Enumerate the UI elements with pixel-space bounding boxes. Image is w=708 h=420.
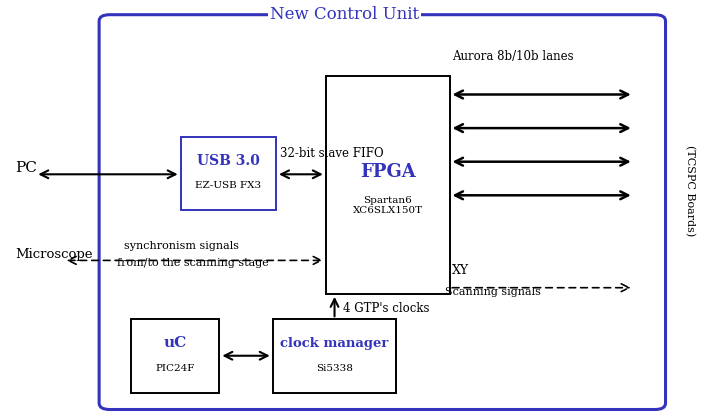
Text: 4 GTP's clocks: 4 GTP's clocks	[343, 302, 430, 315]
FancyBboxPatch shape	[326, 76, 450, 294]
Text: FPGA: FPGA	[360, 163, 416, 181]
Text: Si5338: Si5338	[316, 364, 353, 373]
FancyBboxPatch shape	[131, 319, 219, 393]
Text: clock manager: clock manager	[280, 337, 389, 350]
Text: Spartan6
XC6SLX150T: Spartan6 XC6SLX150T	[353, 196, 423, 215]
Text: USB 3.0: USB 3.0	[197, 154, 260, 168]
Text: Aurora 8b/10b lanes: Aurora 8b/10b lanes	[452, 50, 573, 63]
Text: (TCSPC Boards): (TCSPC Boards)	[685, 145, 695, 237]
Text: PIC24F: PIC24F	[156, 364, 195, 373]
Text: uC: uC	[164, 336, 187, 350]
Text: Microscope: Microscope	[16, 248, 93, 260]
FancyBboxPatch shape	[273, 319, 396, 393]
Text: XY: XY	[452, 265, 469, 277]
Text: Scanning signals: Scanning signals	[445, 287, 540, 297]
FancyBboxPatch shape	[181, 136, 276, 210]
Text: synchronism signals: synchronism signals	[124, 241, 239, 251]
Text: 32-bit slave FIFO: 32-bit slave FIFO	[280, 147, 383, 160]
Text: from/to the scanning stage: from/to the scanning stage	[117, 257, 268, 268]
Text: PC: PC	[16, 161, 38, 175]
Text: EZ-USB FX3: EZ-USB FX3	[195, 181, 261, 190]
Text: New Control Unit: New Control Unit	[270, 6, 418, 23]
